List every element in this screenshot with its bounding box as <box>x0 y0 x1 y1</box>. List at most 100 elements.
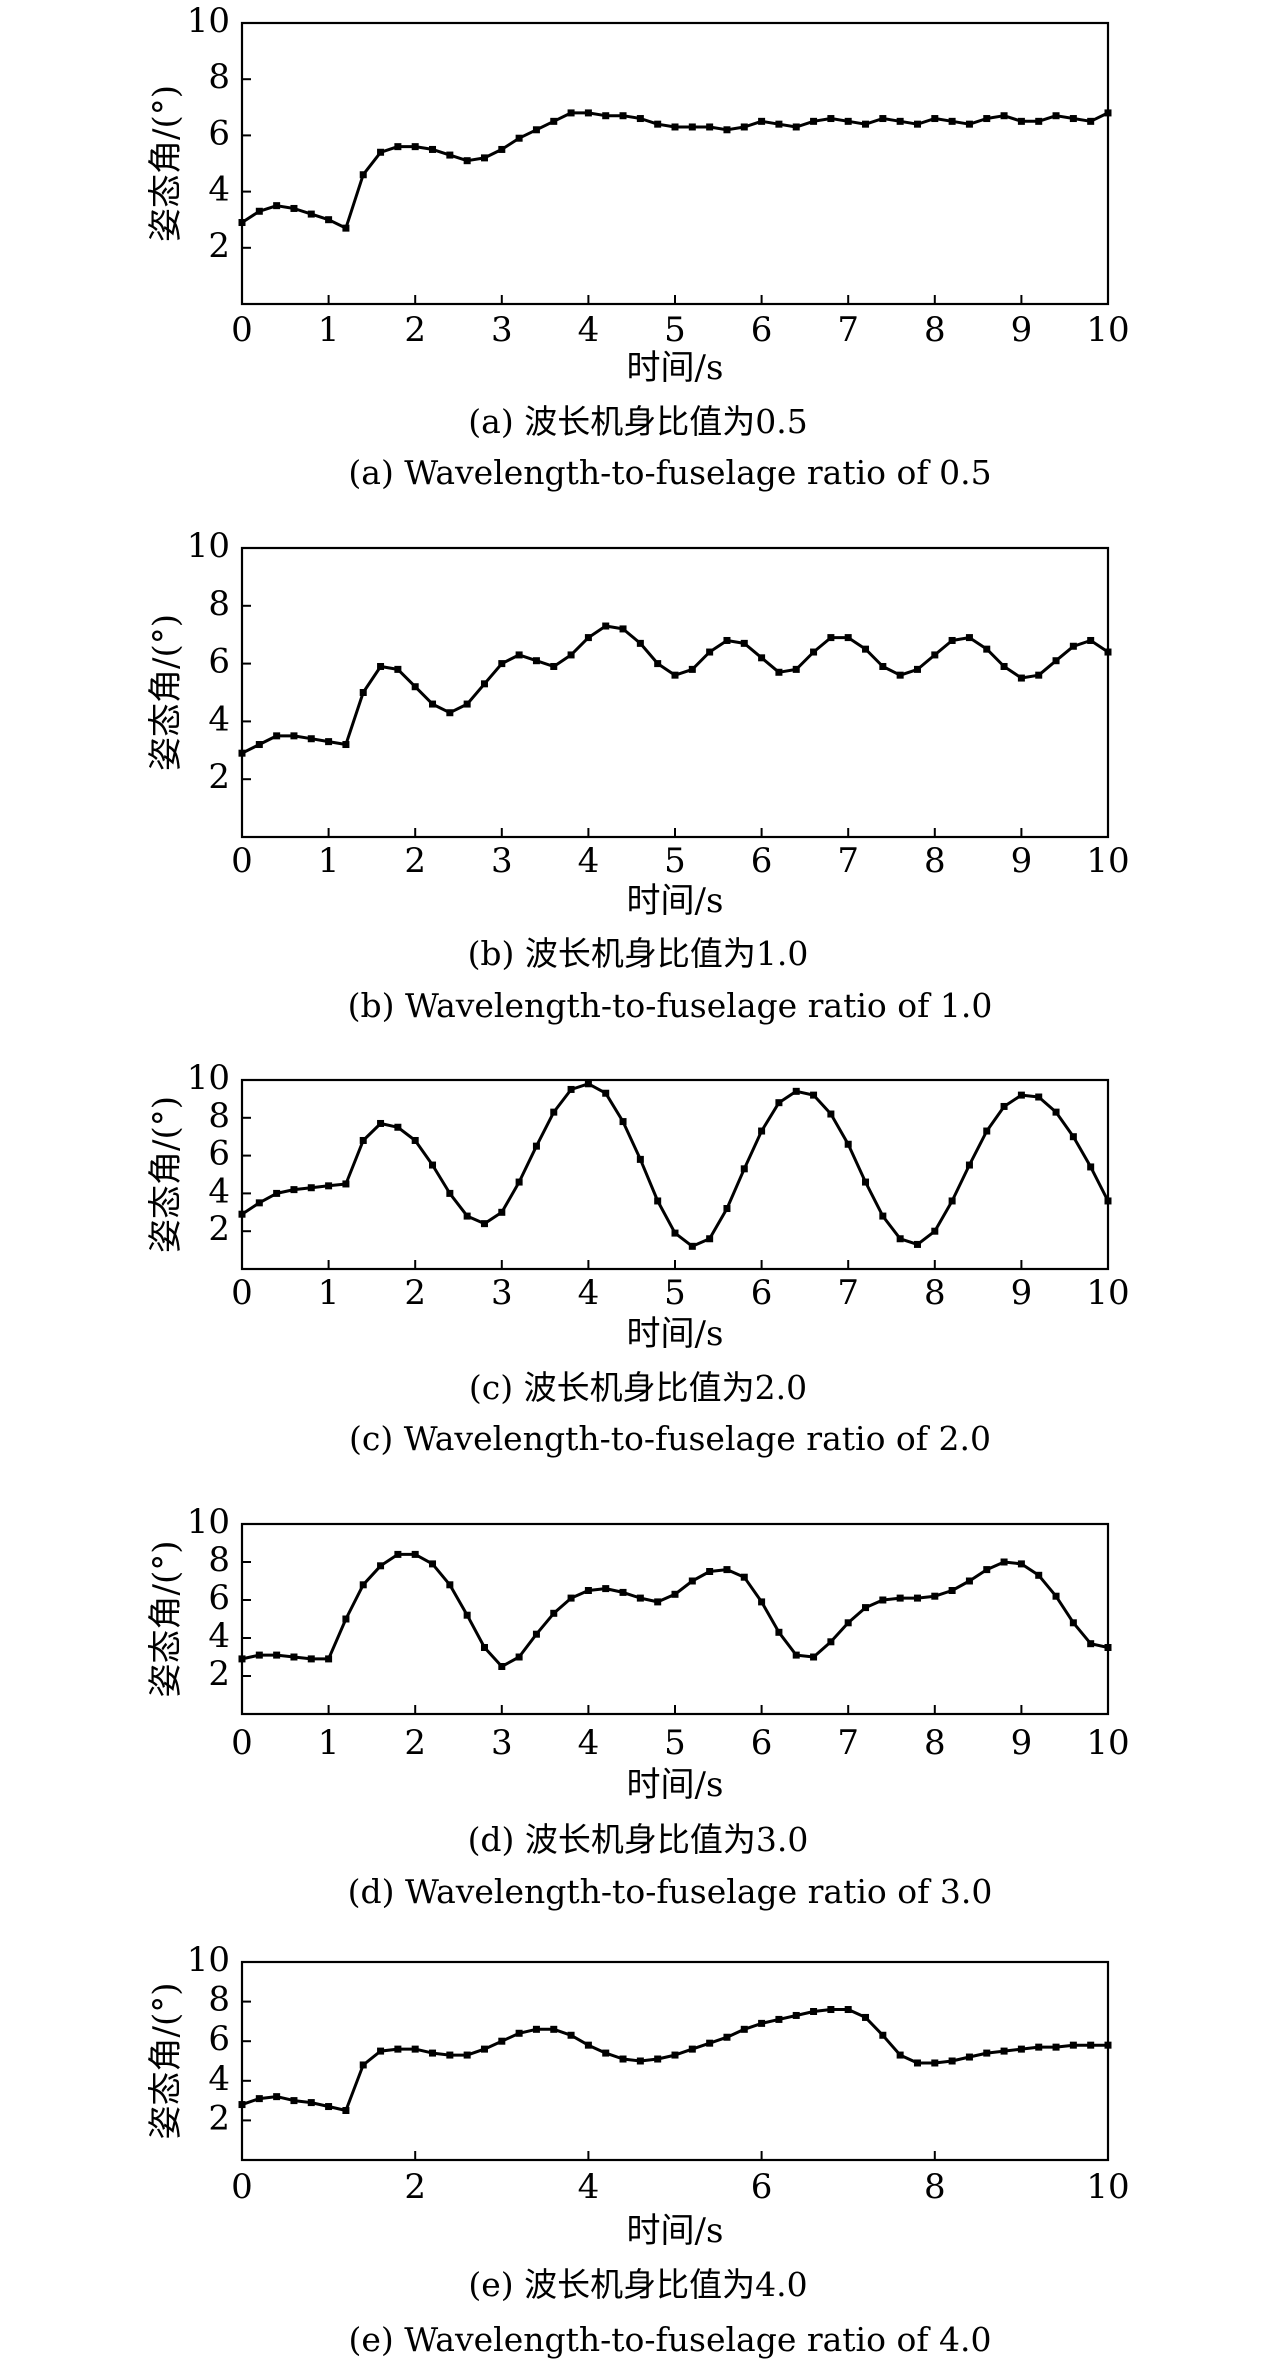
data-point <box>706 1568 714 1575</box>
data-point <box>619 112 627 120</box>
data-point <box>619 625 627 633</box>
x-tick-label: 0 <box>231 1723 253 1763</box>
data-point <box>463 2051 471 2059</box>
x-tick-label: 5 <box>664 841 686 881</box>
y-tick-label: 8 <box>208 57 230 97</box>
data-point <box>602 2049 610 2057</box>
data-point <box>1035 671 1043 679</box>
data-point <box>550 662 558 670</box>
x-tick-label: 10 <box>1086 2167 1129 2207</box>
data-point <box>273 202 281 210</box>
data-point <box>411 143 419 151</box>
data-point <box>931 651 939 659</box>
data-point <box>792 123 800 131</box>
data-point <box>602 1089 610 1097</box>
data-point <box>1017 1091 1025 1099</box>
data-point <box>532 1630 540 1638</box>
data-point <box>775 668 783 676</box>
x-tick-label: 4 <box>578 1723 600 1763</box>
y-tick-label: 4 <box>208 1616 230 1656</box>
data-point <box>480 1644 488 1651</box>
data-point <box>706 2039 714 2047</box>
data-point <box>342 1615 350 1623</box>
x-tick-label: 8 <box>924 841 946 881</box>
data-point <box>255 207 263 215</box>
data-point <box>584 1587 592 1594</box>
data-point <box>377 662 385 670</box>
data-point <box>1052 1592 1060 1600</box>
data-point <box>723 2033 731 2041</box>
data-point <box>723 636 731 644</box>
chart-panel-b: 0 1 2 3 4 5 6 7 8 9 10 2 4 6 8 10 时间/s 姿态角/(°) (b) 波长机身比值为… <box>146 526 1130 1025</box>
data-point <box>480 2045 488 2053</box>
data-point <box>567 1085 575 1093</box>
x-tick-label: 10 <box>1086 841 1129 881</box>
data-point <box>913 1594 921 1602</box>
data-point <box>290 732 298 740</box>
data-point <box>965 1161 973 1169</box>
data-point <box>948 117 956 125</box>
data-point <box>706 1235 714 1243</box>
x-tick-label: 1 <box>318 310 340 350</box>
data-point <box>948 2057 956 2065</box>
data-point <box>325 2103 333 2111</box>
data-point <box>429 700 437 708</box>
data-point <box>844 1619 852 1627</box>
data-point <box>862 2013 870 2021</box>
data-point <box>1069 2041 1077 2049</box>
data-point <box>1104 1197 1112 1205</box>
x-axis-title: 时间/s <box>627 881 724 921</box>
data-point <box>480 1220 488 1228</box>
data-point <box>1104 648 1112 656</box>
data-point <box>429 1161 437 1169</box>
data-point <box>359 1136 367 1144</box>
data-point <box>273 1189 281 1197</box>
data-point <box>463 157 471 165</box>
data-point <box>394 665 402 673</box>
data-point <box>706 123 714 131</box>
data-point <box>827 1638 835 1646</box>
plot-frame <box>240 1960 1110 2162</box>
x-tick-label: 2 <box>404 841 426 881</box>
data-point <box>810 1091 818 1099</box>
data-point <box>394 143 402 151</box>
data-point <box>359 2061 367 2069</box>
data-point <box>913 1240 921 1248</box>
data-point <box>584 634 592 642</box>
x-tick-label: 10 <box>1086 310 1129 350</box>
data-point <box>550 117 558 125</box>
y-axis-title: 姿态角/(°) <box>146 1983 186 2140</box>
data-point <box>792 665 800 673</box>
x-axis-title: 时间/s <box>627 1314 724 1354</box>
x-tick-label: 4 <box>578 841 600 881</box>
data-point <box>965 120 973 128</box>
x-tick-label: 3 <box>491 1723 513 1763</box>
data-point <box>342 741 350 749</box>
caption-chinese: (a) 波长机身比值为0.5 <box>468 402 807 441</box>
data-point <box>1087 636 1095 644</box>
data-point <box>532 126 540 134</box>
data-point <box>255 1199 263 1207</box>
data-point <box>983 645 991 653</box>
x-tick-label: 6 <box>751 841 773 881</box>
data-point <box>567 651 575 659</box>
data-point <box>758 654 766 662</box>
x-axis-title: 时间/s <box>627 348 724 388</box>
data-point <box>913 2059 921 2067</box>
data-point <box>844 1140 852 1148</box>
x-tick-label: 4 <box>578 1273 600 1313</box>
data-point <box>463 700 471 708</box>
y-tick-label: 10 <box>187 1940 230 1980</box>
y-tick-label: 6 <box>208 2019 230 2059</box>
data-point <box>498 1208 506 1216</box>
data-point <box>654 1598 662 1606</box>
data-point <box>913 665 921 673</box>
y-tick-label: 2 <box>208 226 230 266</box>
data-point <box>1035 1571 1043 1579</box>
data-point <box>636 1594 644 1602</box>
data-point <box>446 1189 454 1197</box>
data-point <box>654 2055 662 2063</box>
data-point <box>429 2049 437 2057</box>
data-point <box>654 120 662 128</box>
